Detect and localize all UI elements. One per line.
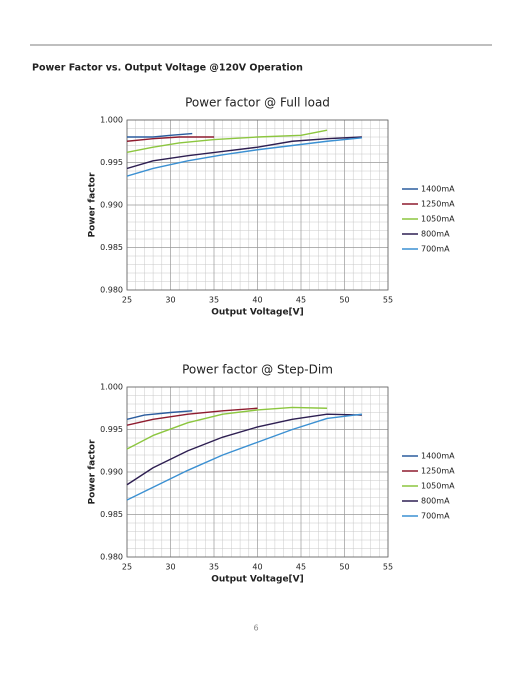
series-line xyxy=(126,137,362,177)
y-tick-label: 1.000 xyxy=(100,383,123,392)
page-number: 6 xyxy=(253,624,258,633)
legend-label: 1250mA xyxy=(421,200,455,209)
y-axis-label: Power factor xyxy=(88,439,98,505)
plot-frame xyxy=(126,386,389,558)
y-tick-label: 0.995 xyxy=(100,425,123,434)
legend-label: 700mA xyxy=(421,512,450,521)
chart-title: Power factor @ Step-Dim xyxy=(182,363,333,377)
legend-label: 1050mA xyxy=(421,215,455,224)
x-tick-label: 40 xyxy=(252,296,262,305)
series-line xyxy=(126,407,258,426)
legend-label: 1250mA xyxy=(421,467,455,476)
series-line xyxy=(127,132,193,138)
series-line xyxy=(126,136,362,170)
series-line xyxy=(126,406,328,450)
legend-label: 1400mA xyxy=(421,185,455,194)
y-tick-label: 0.995 xyxy=(100,158,123,167)
y-axis-label: Power factor xyxy=(88,172,98,238)
x-tick-label: 55 xyxy=(383,296,393,305)
x-tick-label: 45 xyxy=(296,296,306,305)
y-tick-label: 0.990 xyxy=(100,201,123,210)
y-tick-label: 0.980 xyxy=(100,553,123,562)
series-line xyxy=(126,413,362,501)
plot-frame xyxy=(126,119,389,291)
series-line xyxy=(126,136,214,142)
chart-title: Power factor @ Full load xyxy=(185,96,330,110)
legend-label: 700mA xyxy=(421,245,450,254)
y-tick-label: 0.985 xyxy=(100,243,123,252)
y-tick-label: 1.000 xyxy=(100,116,123,125)
x-axis-label: Output Voltage[V] xyxy=(211,308,304,318)
x-tick-label: 35 xyxy=(209,296,219,305)
x-tick-label: 50 xyxy=(339,563,349,572)
x-tick-label: 30 xyxy=(165,563,175,572)
x-tick-label: 35 xyxy=(209,563,219,572)
legend-label: 800mA xyxy=(421,497,450,506)
page-heading: Power Factor vs. Output Voltage @120V Op… xyxy=(32,63,303,74)
x-tick-label: 25 xyxy=(122,563,132,572)
y-tick-label: 0.980 xyxy=(100,286,123,295)
legend-label: 800mA xyxy=(421,230,450,239)
x-tick-label: 55 xyxy=(383,563,393,572)
y-tick-label: 0.985 xyxy=(100,510,123,519)
x-tick-label: 50 xyxy=(339,296,349,305)
x-tick-label: 30 xyxy=(165,296,175,305)
series-line xyxy=(126,129,328,153)
series-line xyxy=(126,413,362,486)
y-tick-label: 0.990 xyxy=(100,468,123,477)
x-tick-label: 25 xyxy=(122,296,132,305)
series-line xyxy=(126,410,193,420)
x-tick-label: 40 xyxy=(252,563,262,572)
legend-label: 1400mA xyxy=(421,452,455,461)
legend-label: 1050mA xyxy=(421,482,455,491)
x-axis-label: Output Voltage[V] xyxy=(211,575,304,585)
x-tick-label: 45 xyxy=(296,563,306,572)
